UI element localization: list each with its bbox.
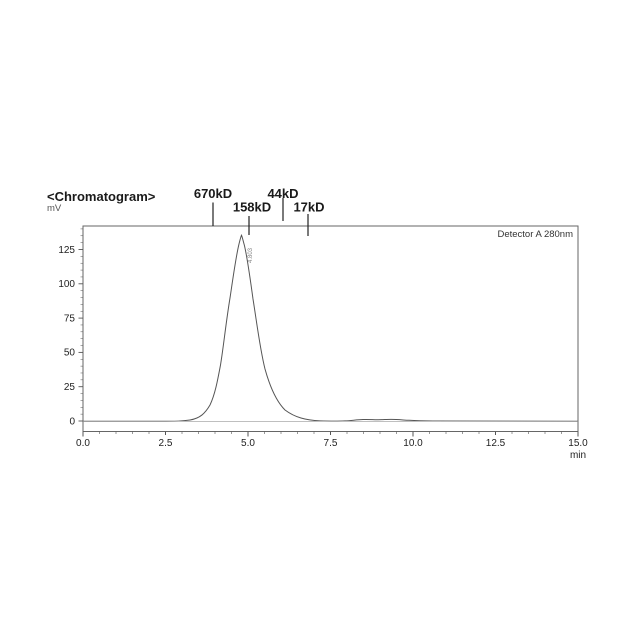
svg-text:0.0: 0.0	[76, 438, 90, 449]
svg-text:15.0: 15.0	[568, 438, 588, 449]
svg-text:75: 75	[64, 313, 76, 324]
svg-text:5.0: 5.0	[241, 438, 255, 449]
svg-text:158kD: 158kD	[233, 200, 271, 215]
svg-text:min: min	[570, 450, 586, 461]
svg-text:125: 125	[58, 245, 75, 256]
svg-text:10.0: 10.0	[403, 438, 423, 449]
svg-text:0: 0	[69, 416, 75, 427]
svg-text:100: 100	[58, 279, 75, 290]
svg-text:4.803: 4.803	[248, 247, 254, 263]
svg-text:670kD: 670kD	[194, 186, 232, 201]
svg-text:50: 50	[64, 348, 76, 359]
svg-text:25: 25	[64, 382, 76, 393]
svg-text:17kD: 17kD	[293, 200, 324, 215]
svg-text:2.5: 2.5	[159, 438, 173, 449]
svg-text:7.5: 7.5	[324, 438, 338, 449]
svg-text:12.5: 12.5	[486, 438, 506, 449]
svg-text:Detector A 280nm: Detector A 280nm	[497, 229, 573, 240]
